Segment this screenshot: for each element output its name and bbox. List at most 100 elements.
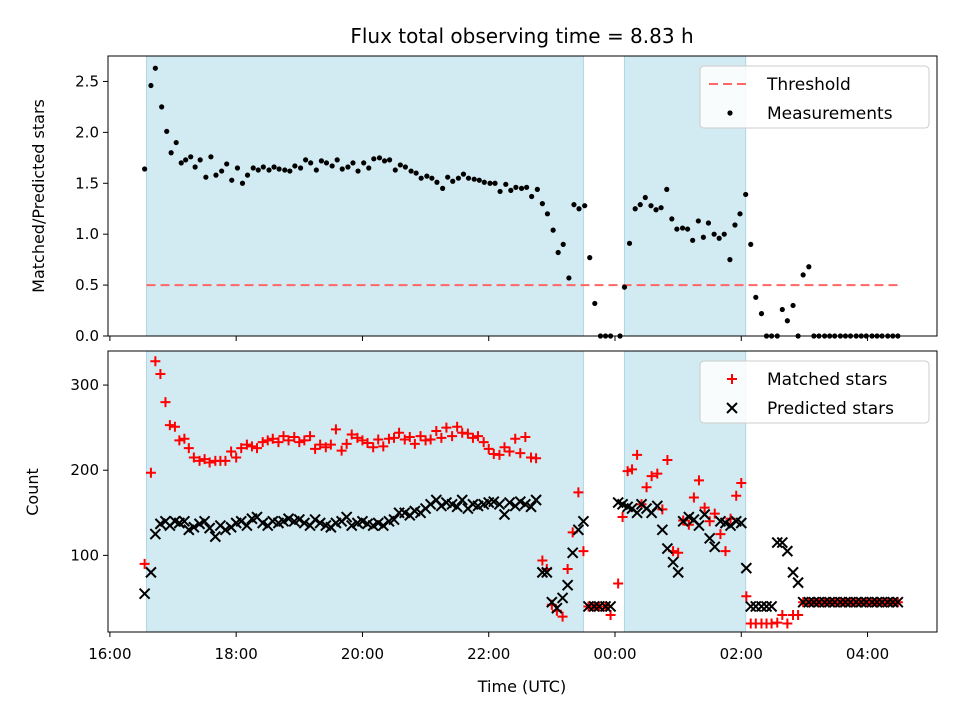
measurement-point [159, 104, 165, 110]
measurement-point [376, 155, 383, 161]
measurement-point [329, 163, 335, 169]
measurement-point [758, 311, 765, 317]
predicted-point [346, 519, 358, 532]
measurement-point [361, 160, 367, 166]
matched-point [231, 452, 242, 463]
legend-label: Measurements [767, 104, 893, 124]
legend-box [699, 360, 930, 424]
y-tick-label: 300 [70, 376, 99, 394]
matched-point [782, 618, 793, 629]
matched-point [278, 431, 289, 442]
matched-point [330, 424, 341, 435]
measurement-point [753, 294, 759, 300]
measurement-point [250, 165, 256, 171]
matched-point [183, 443, 194, 454]
matched-point [510, 433, 521, 444]
matched-point [169, 421, 180, 432]
matched-point [283, 435, 294, 446]
measurement-point [716, 235, 722, 241]
measurement-point [566, 275, 572, 281]
predicted-point [145, 566, 157, 579]
matched-point [325, 439, 336, 450]
y-tick-label: 0.5 [75, 276, 99, 294]
measurement-point [727, 257, 733, 263]
measurement-point [239, 180, 246, 186]
predicted-point [765, 600, 778, 613]
matched-point [139, 558, 150, 569]
measurement-point [266, 167, 272, 173]
predicted-point [631, 507, 643, 519]
measurement-point [674, 226, 680, 232]
predicted-point [760, 600, 773, 613]
measurement-point [244, 172, 251, 178]
matched-point [305, 431, 316, 442]
x-tick-label: 04:00 [846, 645, 889, 663]
matched-point [699, 502, 710, 513]
matched-point [378, 441, 389, 452]
predicted-point [604, 600, 617, 613]
measurement-point [334, 157, 340, 163]
matched-point [145, 467, 156, 478]
y-tick-label: 1.0 [75, 225, 99, 243]
predicted-point [435, 500, 448, 512]
measurement-point [287, 168, 293, 174]
measurement-point [424, 173, 430, 179]
chart-title: Flux total observing time = 8.83 h [350, 24, 693, 48]
measurement-point [685, 226, 691, 232]
measurement-point [418, 175, 424, 181]
predicted-point [693, 519, 705, 532]
predicted-point [818, 596, 831, 608]
measurement-point [282, 167, 288, 173]
matched-point [441, 422, 452, 433]
measurement-point [455, 175, 462, 181]
measurement-point [529, 193, 535, 200]
measurement-point [224, 161, 230, 167]
predicted-point [577, 515, 590, 528]
measurement-point [748, 241, 754, 247]
matched-point [537, 555, 548, 566]
x-tick-label: 20:00 [341, 645, 384, 663]
predicted-point [776, 536, 789, 549]
predicted-point [834, 596, 847, 608]
matched-point [431, 426, 442, 437]
measurement-point [582, 203, 588, 209]
measurement-point [518, 185, 525, 191]
predicted-point [850, 596, 862, 608]
measurement-point [255, 167, 261, 173]
predicted-point [178, 515, 191, 528]
matched-point [573, 487, 584, 498]
measurement-point [476, 177, 482, 183]
matched-point [483, 443, 494, 454]
measurement-point [318, 158, 325, 164]
measurement-point [513, 184, 519, 190]
predicted-point [541, 566, 553, 579]
measurement-point [544, 211, 551, 217]
measurement-point [690, 237, 696, 243]
measurement-point [229, 177, 235, 183]
predicted-point [241, 519, 253, 532]
matched-point [352, 432, 363, 443]
measurement-point [192, 164, 198, 170]
y-tick-label: 0.0 [75, 327, 99, 345]
measurement-point [737, 211, 743, 217]
measurement-point [560, 241, 566, 247]
y-tick-label: 200 [70, 461, 99, 479]
y-tick-label: 100 [70, 546, 99, 564]
matched-point [404, 432, 415, 443]
x-tick-label: 18:00 [215, 645, 258, 663]
matched-point [704, 516, 715, 527]
predicted-point [667, 556, 679, 568]
matched-point [357, 435, 368, 446]
matched-point [613, 578, 624, 589]
measurement-point [392, 167, 398, 173]
measurement-point [292, 163, 298, 169]
matched-point [368, 442, 379, 453]
bottom-y-axis-label: Count [23, 468, 42, 516]
predicted-point [735, 517, 747, 529]
matched-point [220, 455, 231, 466]
predicted-point [651, 500, 664, 512]
matched-point [504, 446, 515, 457]
predicted-point [823, 596, 836, 608]
matched-point [562, 563, 573, 574]
